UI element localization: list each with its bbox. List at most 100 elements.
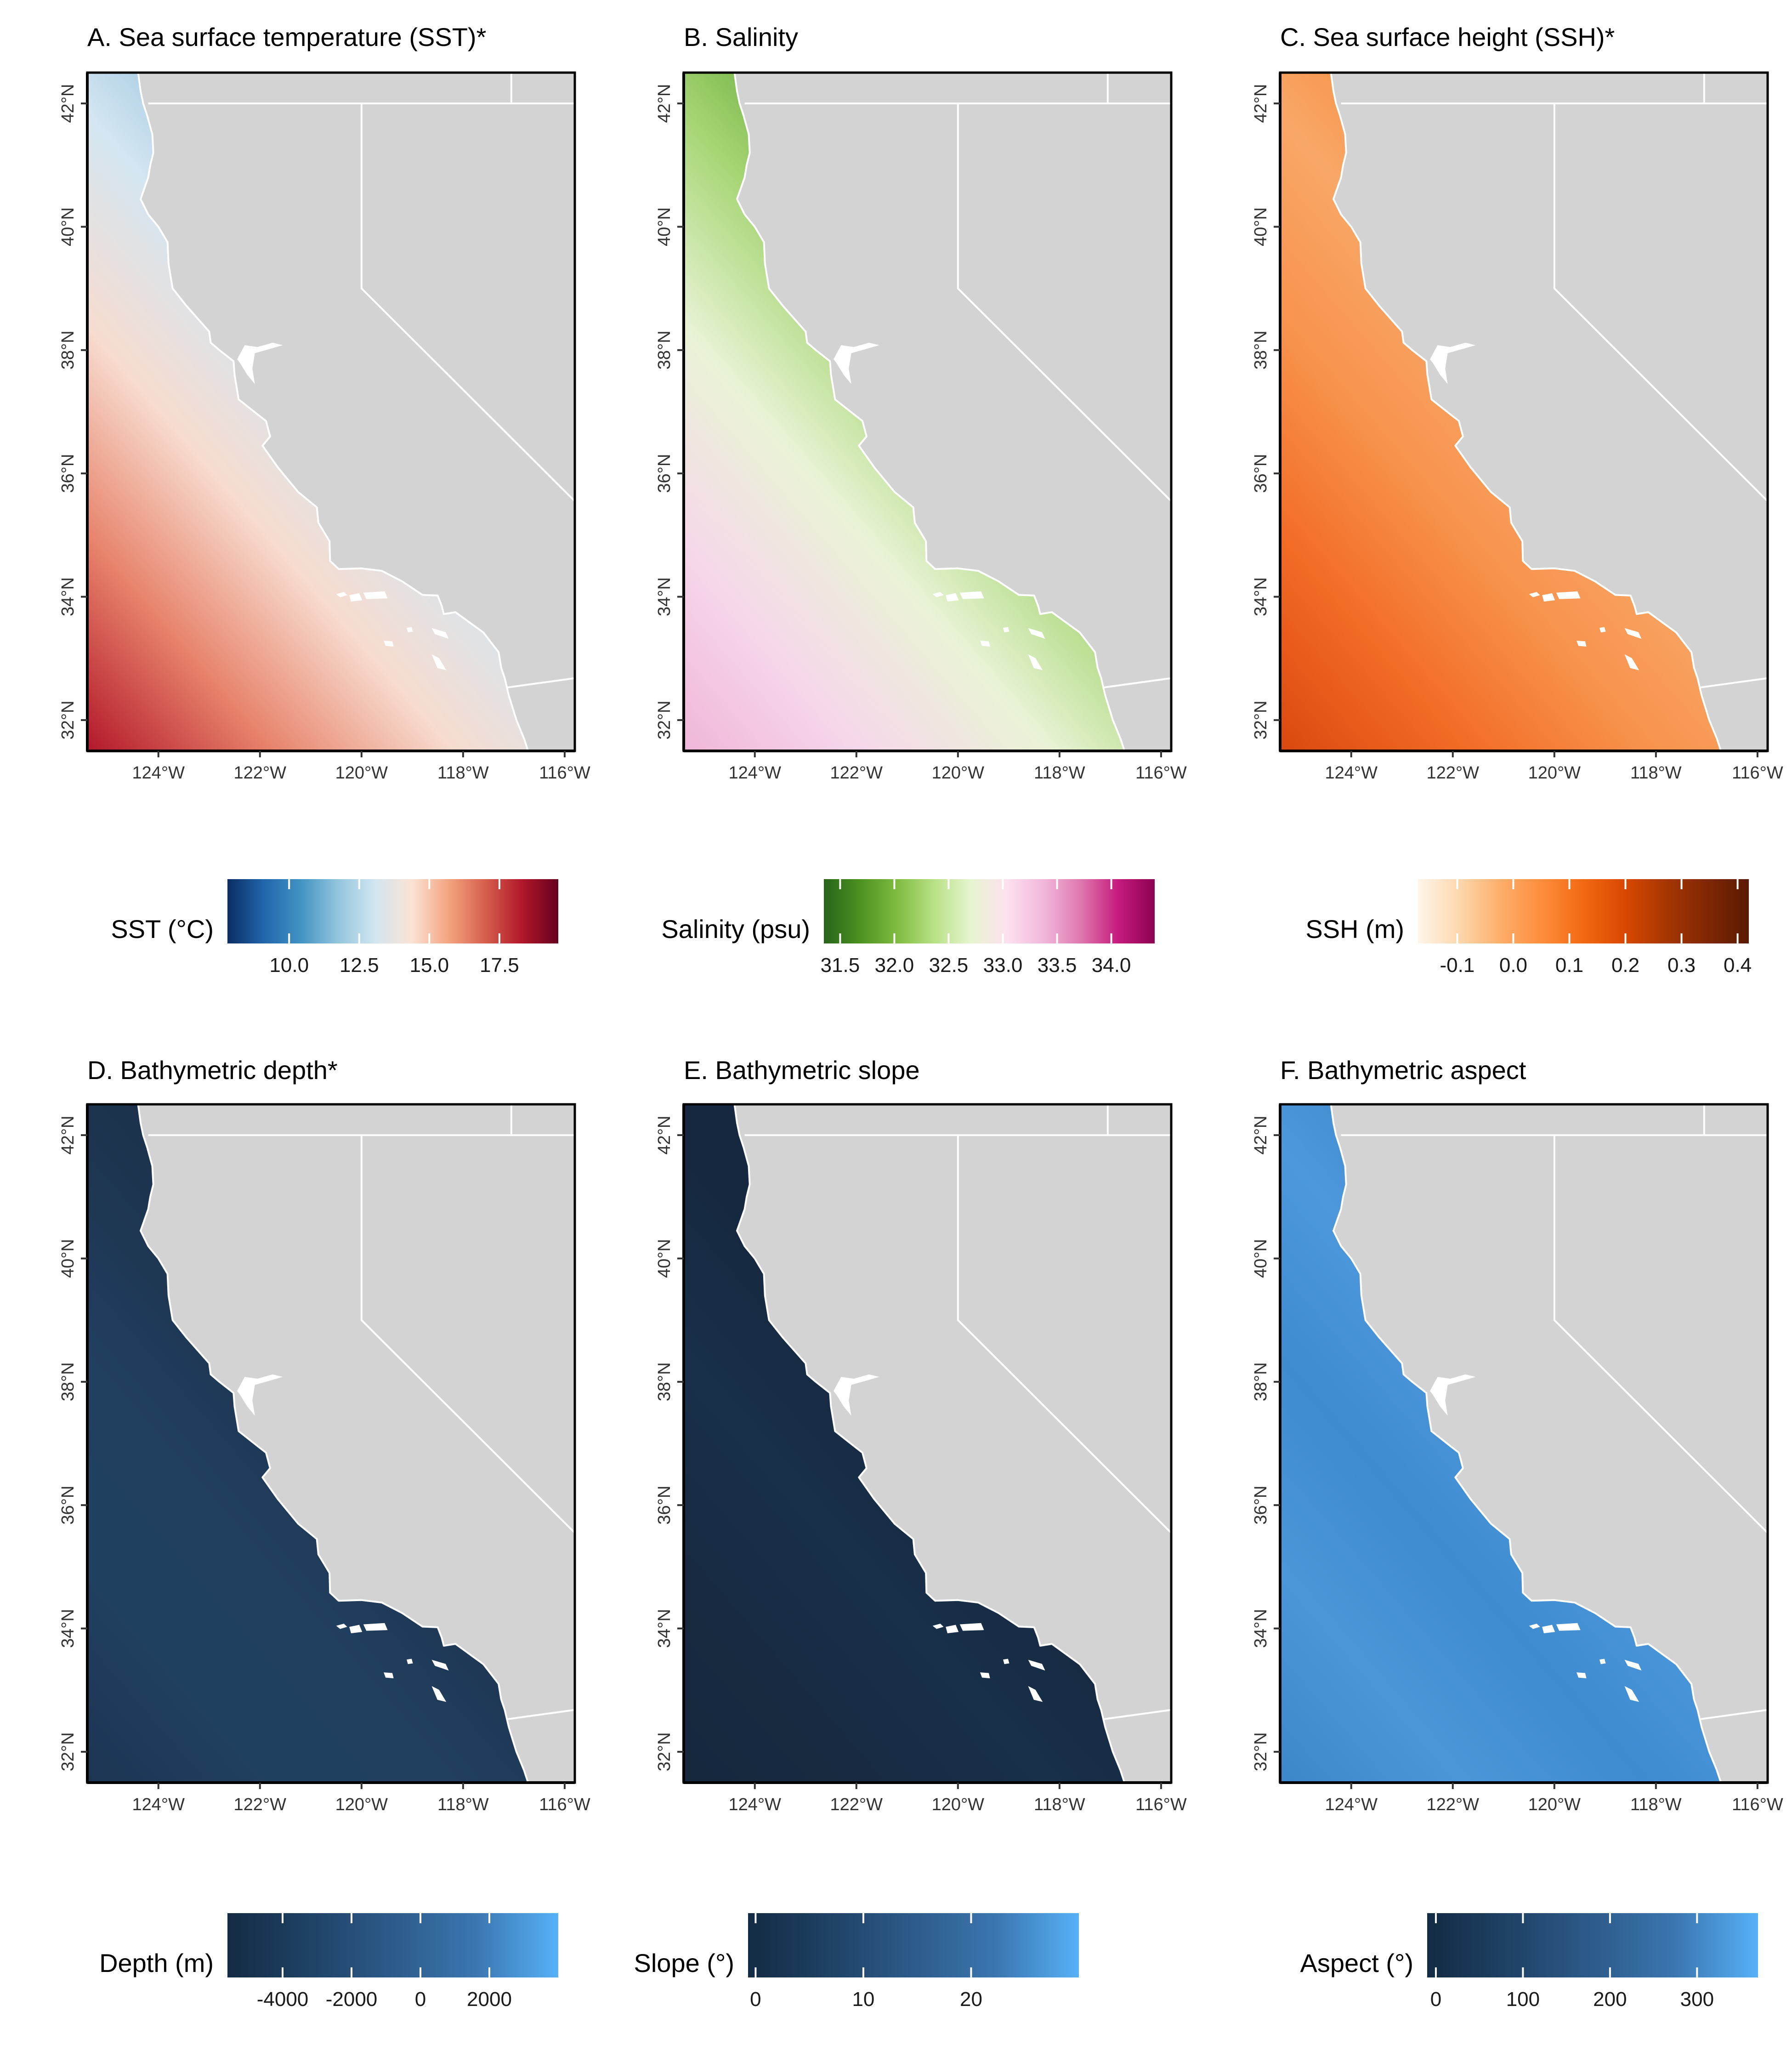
- channel-island: [1529, 1624, 1540, 1629]
- panel-title: F. Bathymetric aspect: [1280, 1056, 1526, 1085]
- channel-island: [1028, 1659, 1045, 1671]
- channel-island: [946, 593, 959, 602]
- x-tick-label: 124°W: [132, 763, 185, 783]
- x-tick-label: 124°W: [1325, 1795, 1378, 1814]
- san-francisco-bay: [1430, 342, 1476, 384]
- colorbar-tick-label: 17.5: [480, 954, 519, 977]
- y-tick-label: 40°N: [1251, 207, 1270, 246]
- san-francisco-bay: [1430, 1374, 1476, 1416]
- colorbar-tick-label: 33.0: [983, 954, 1023, 977]
- y-tick-label: 42°N: [655, 84, 674, 123]
- channel-island: [1624, 1659, 1642, 1671]
- x-tick-label: 116°W: [1732, 763, 1783, 783]
- y-tick-label: 42°N: [58, 1116, 78, 1155]
- ocean-area: [1280, 1104, 1721, 1783]
- x-tick-label: 116°W: [1732, 1795, 1783, 1814]
- colorbar-tick-label: 0.3: [1667, 954, 1696, 977]
- y-tick-label: 34°N: [1251, 577, 1270, 616]
- border-mexico: [1700, 1709, 1768, 1720]
- channel-island: [407, 627, 413, 633]
- channel-island: [1577, 641, 1587, 647]
- y-tick-label: 36°N: [58, 454, 78, 493]
- x-tick-label: 122°W: [1427, 763, 1480, 783]
- y-tick-label: 32°N: [1251, 700, 1270, 739]
- legend-title: Aspect (°): [1300, 1949, 1413, 1977]
- colorbar: [227, 1913, 558, 1977]
- legend-sst: SST (°C) 10.0 12.5 15.0 17.5: [111, 879, 558, 977]
- land-area: [733, 73, 1171, 751]
- channel-island: [1624, 628, 1642, 639]
- colorbar-tick-label: 2000: [467, 1988, 512, 2011]
- land-area: [1330, 1104, 1768, 1783]
- legend-slope: Slope (°) 0 10 20: [634, 1913, 1079, 2011]
- channel-island: [980, 1672, 990, 1679]
- y-tick-label: 34°N: [655, 1609, 674, 1648]
- y-tick-label: 32°N: [655, 700, 674, 739]
- colorbar-tick-label: 0.2: [1611, 954, 1639, 977]
- colorbar-tick-label: 33.5: [1038, 954, 1077, 977]
- state-border-nevada: [1553, 1135, 1768, 1534]
- channel-island: [980, 641, 990, 647]
- y-tick-label: 40°N: [655, 207, 674, 246]
- colorbar-tick-label: 100: [1506, 1988, 1540, 2011]
- colorbar-tick-label: 32.0: [875, 954, 914, 977]
- land-area: [137, 1104, 575, 1783]
- colorbar-tick-label: -2000: [326, 1988, 378, 2011]
- legend-title: Salinity (psu): [661, 915, 810, 943]
- y-tick-label: 36°N: [58, 1486, 78, 1525]
- y-tick-label: 36°N: [1251, 1486, 1270, 1525]
- channel-island: [431, 654, 447, 670]
- x-tick-label: 122°W: [1427, 1795, 1480, 1814]
- colorbar-tick-label: 31.5: [821, 954, 860, 977]
- x-tick-label: 122°W: [234, 1795, 287, 1814]
- channel-island: [1028, 628, 1045, 639]
- map-panel-depth: D. Bathymetric depth* 124°W 122°W 120°W 118°…: [58, 1056, 590, 1814]
- y-tick-label: 32°N: [58, 700, 78, 739]
- x-tick-label: 120°W: [335, 1795, 388, 1814]
- channel-island: [384, 641, 394, 647]
- channel-island: [1599, 1659, 1606, 1665]
- panel-title: D. Bathymetric depth*: [87, 1056, 338, 1085]
- legend-depth: Depth (m) -4000 -2000 0 2000: [99, 1913, 558, 2011]
- ocean-area: [87, 73, 528, 751]
- channel-island: [1624, 654, 1639, 670]
- y-tick-label: 40°N: [58, 207, 78, 246]
- colorbar: [1418, 879, 1749, 943]
- y-tick-label: 38°N: [58, 1362, 78, 1401]
- y-tick-label: 40°N: [655, 1239, 674, 1278]
- y-tick-label: 38°N: [1251, 330, 1270, 369]
- channel-island: [363, 591, 388, 599]
- y-tick-label: 34°N: [58, 1609, 78, 1648]
- colorbar-tick-label: 200: [1593, 1988, 1627, 2011]
- channel-island: [1577, 1672, 1587, 1679]
- x-tick-label: 124°W: [132, 1795, 185, 1814]
- state-border-nevada: [957, 1135, 1171, 1534]
- channel-island: [431, 1659, 449, 1671]
- ocean-area: [684, 1104, 1125, 1783]
- map-panel-sst: A. Sea surface temperature (SST)* 124°W 12…: [58, 23, 590, 783]
- channel-island: [959, 591, 984, 599]
- channel-island: [407, 1659, 413, 1665]
- y-tick-label: 32°N: [58, 1732, 78, 1771]
- colorbar-tick-label: 0.1: [1555, 954, 1583, 977]
- san-francisco-bay: [834, 1374, 879, 1416]
- colorbar-tick-label: 32.5: [929, 954, 969, 977]
- channel-island: [363, 1623, 388, 1631]
- state-border-nevada: [360, 103, 575, 502]
- colorbar-tick-label: -0.1: [1440, 954, 1475, 977]
- x-tick-label: 118°W: [1034, 1795, 1085, 1814]
- x-tick-label: 124°W: [728, 1795, 781, 1814]
- channel-island: [1542, 593, 1555, 602]
- y-tick-label: 34°N: [58, 577, 78, 616]
- channel-island: [384, 1672, 394, 1679]
- state-border-nevada: [1553, 103, 1768, 502]
- channel-island: [431, 628, 449, 639]
- border-mexico: [507, 1709, 575, 1720]
- panel-title: C. Sea surface height (SSH)*: [1280, 23, 1615, 51]
- y-tick-label: 34°N: [1251, 1609, 1270, 1648]
- y-tick-label: 42°N: [58, 84, 78, 123]
- channel-island: [1556, 591, 1581, 599]
- channel-island: [431, 1686, 447, 1702]
- channel-island: [336, 1624, 347, 1629]
- y-tick-label: 36°N: [655, 1486, 674, 1525]
